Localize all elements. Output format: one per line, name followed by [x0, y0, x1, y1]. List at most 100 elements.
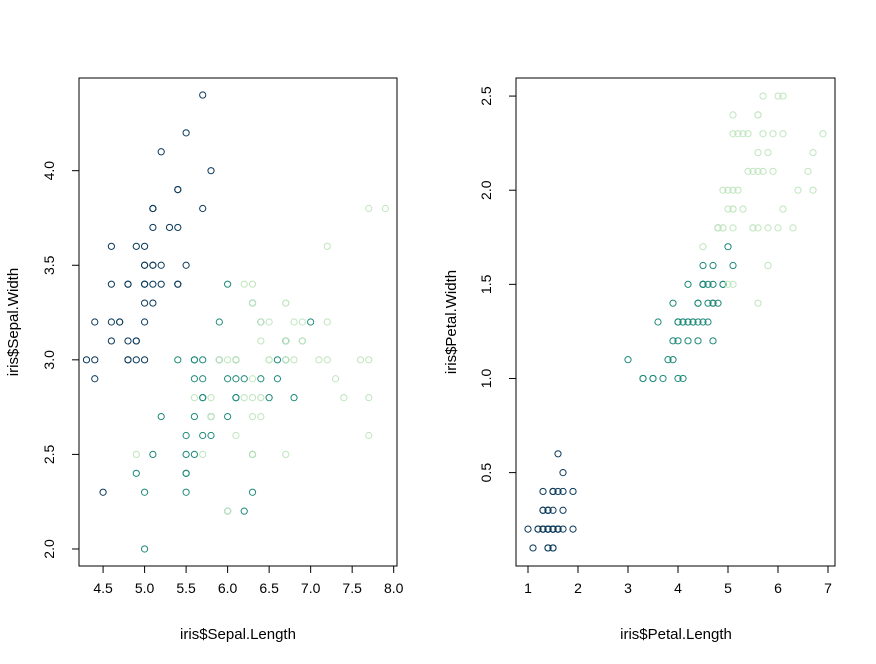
sepal-point-virginica — [356, 356, 365, 364]
petal-point-versicolor — [714, 299, 722, 307]
petal-point-versicolor — [664, 356, 672, 364]
petal-point-virginica — [779, 92, 787, 100]
petal-point-versicolor — [704, 299, 712, 307]
petal-point-virginica — [789, 224, 797, 232]
sepal-point-versicolor — [149, 450, 157, 459]
sepal-point-versicolor — [190, 356, 199, 364]
petal-point-setosa — [554, 487, 562, 496]
sepal-scatter-panel: 4.5 5.0 5.5 6.0 6.5 7.0 7.5 8.0 2.0 2.5 3.0 3.5 4.0… — [5, 77, 404, 643]
sepal-point-setosa — [199, 91, 207, 99]
sepal-point-virginica — [190, 394, 199, 402]
petal-point-virginica — [779, 130, 787, 138]
sepal-point-setosa — [91, 375, 99, 383]
petal-point-virginica — [759, 130, 767, 138]
sepal-x-tick-label: 5.0 — [135, 580, 155, 596]
petal-point-setosa — [544, 544, 552, 552]
sepal-point-versicolor — [290, 394, 298, 402]
petal-point-virginica — [739, 130, 747, 138]
sepal-x-tick-label: 6.5 — [259, 580, 279, 596]
petal-x-tick-label: 3 — [624, 580, 632, 596]
sepal-point-versicolor — [265, 394, 273, 402]
petal-point-virginica — [719, 186, 727, 194]
sepal-point-virginica — [282, 450, 290, 459]
sepal-y-axis: 2.0 2.5 3.0 3.5 4.0 — [41, 161, 79, 559]
sepal-point-setosa — [124, 356, 132, 364]
sepal-point-virginica — [207, 394, 215, 402]
petal-point-versicolor — [679, 318, 687, 326]
petal-point-versicolor — [684, 318, 692, 326]
sepal-point-virginica — [248, 394, 257, 402]
petal-x-axis-title: iris$Petal.Length — [620, 626, 732, 643]
petal-point-virginica — [724, 280, 732, 288]
petal-point-virginica — [754, 167, 762, 175]
sepal-point-versicolor — [273, 356, 282, 364]
petal-point-virginica — [749, 167, 757, 175]
sepal-point-versicolor — [182, 431, 190, 440]
sepal-point-setosa — [174, 280, 182, 288]
petal-point-versicolor — [709, 261, 717, 270]
petal-point-versicolor — [729, 261, 737, 270]
sepal-point-setosa — [140, 318, 149, 326]
petal-point-versicolor — [674, 374, 682, 383]
petal-point-virginica — [754, 299, 762, 307]
petal-point-virginica — [764, 224, 772, 232]
sepal-point-versicolor — [182, 469, 190, 477]
sepal-point-setosa — [149, 204, 157, 213]
sepal-point-virginica — [224, 356, 232, 364]
petal-x-axis: 1 2 3 4 5 6 7 — [524, 566, 832, 596]
petal-point-setosa — [544, 506, 552, 514]
petal-point-versicolor — [709, 299, 717, 307]
sepal-point-versicolor — [199, 394, 207, 402]
sepal-point-setosa — [116, 318, 124, 326]
petal-point-setosa — [549, 487, 557, 496]
petal-point-setosa — [539, 487, 547, 496]
sepal-point-setosa — [107, 318, 115, 326]
sepal-point-versicolor — [140, 488, 149, 496]
petal-y-axis: 0.5 1.0 1.5 2.0 2.5 — [478, 86, 516, 482]
sepal-point-versicolor — [240, 375, 248, 383]
sepal-point-virginica — [282, 356, 290, 364]
petal-point-virginica — [739, 205, 747, 213]
sepal-x-axis-title: iris$Sepal.Length — [180, 626, 296, 643]
sepal-point-versicolor — [273, 375, 282, 383]
sepal-point-setosa — [157, 261, 165, 269]
sepal-y-tick-label: 4.0 — [41, 161, 57, 181]
sepal-point-setosa — [157, 280, 165, 288]
sepal-point-setosa — [132, 337, 140, 345]
petal-point-versicolor — [694, 318, 702, 326]
petal-point-setosa — [554, 450, 562, 458]
petal-point-virginica — [804, 167, 812, 175]
sepal-point-setosa — [174, 185, 182, 194]
sepal-point-virginica — [282, 299, 290, 307]
sepal-point-virginica — [290, 318, 298, 326]
petal-x-tick-label: 1 — [524, 580, 532, 596]
petal-point-virginica — [774, 92, 782, 100]
petal-point-versicolor — [654, 318, 662, 326]
petal-y-tick-label: 2.5 — [478, 86, 494, 106]
petal-point-virginica — [764, 261, 772, 270]
sepal-point-versicolor — [224, 375, 232, 383]
sepal-point-setosa — [174, 223, 182, 232]
petal-plot-frame — [515, 77, 836, 567]
sepal-point-setosa — [140, 242, 149, 250]
petal-point-virginica — [729, 111, 737, 119]
sepal-point-setosa — [132, 356, 140, 364]
sepal-point-virginica — [282, 337, 290, 345]
petal-y-tick-label: 1.5 — [478, 274, 494, 294]
sepal-plot-frame — [78, 77, 398, 567]
petal-point-virginica — [819, 130, 827, 138]
sepal-point-versicolor — [215, 318, 223, 326]
sepal-points — [82, 91, 389, 553]
petal-point-setosa — [549, 525, 557, 533]
sepal-point-setosa — [140, 356, 149, 364]
sepal-point-virginica — [265, 318, 273, 326]
petal-point-versicolor — [649, 374, 657, 383]
sepal-x-axis: 4.5 5.0 5.5 6.0 6.5 7.0 7.5 8.0 — [93, 566, 404, 596]
sepal-point-virginica — [381, 204, 389, 213]
petal-point-setosa — [554, 525, 562, 533]
sepal-point-setosa — [132, 242, 140, 250]
petal-point-versicolor — [684, 280, 692, 288]
petal-point-versicolor — [689, 318, 697, 326]
sepal-point-versicolor — [240, 507, 248, 515]
sepal-x-tick-label: 7.5 — [342, 580, 362, 596]
